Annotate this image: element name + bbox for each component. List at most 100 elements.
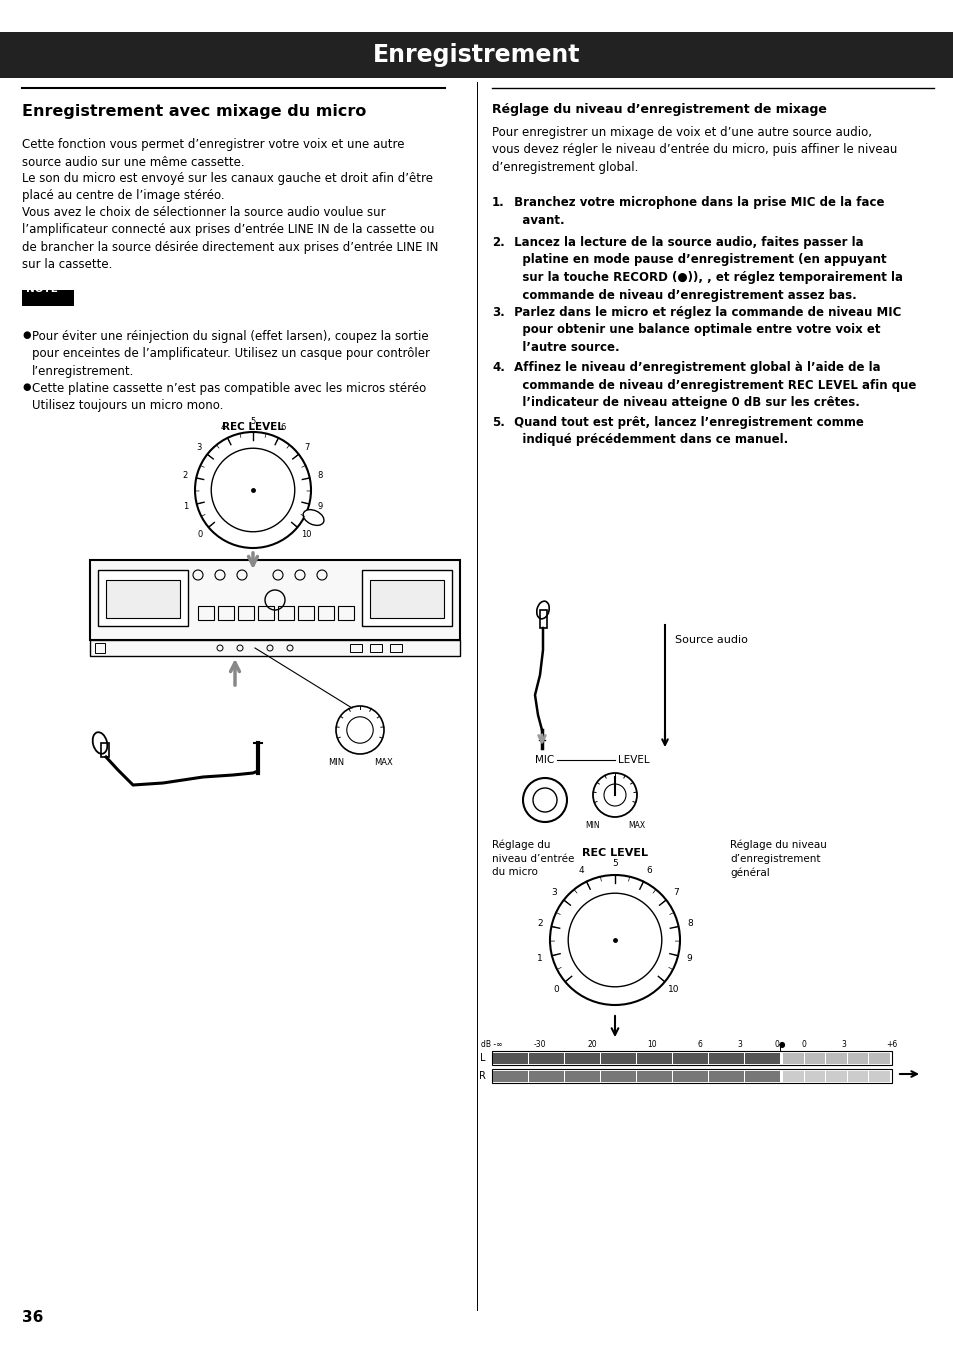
Text: NOTE: NOTE [26,284,58,294]
Text: 10: 10 [667,986,679,994]
Bar [782,1071,802,1081]
Bar [708,1053,743,1064]
Text: +6: +6 [885,1040,897,1049]
Text: 9: 9 [686,954,692,963]
Bar [782,1053,802,1064]
Text: -30: -30 [533,1040,546,1049]
Text: Lancez la lecture de la source audio, faites passer la
   platine en mode pause : Lancez la lecture de la source audio, fa… [510,236,902,301]
Bar [390,644,401,652]
Text: 36: 36 [22,1310,43,1324]
Bar [600,1071,636,1081]
Text: MIC: MIC [535,755,554,765]
Text: 6: 6 [280,424,286,432]
Text: 3: 3 [551,888,557,898]
Bar [493,1053,527,1064]
Bar [0,32,953,78]
Text: dB -∞: dB -∞ [480,1040,502,1049]
Text: 7: 7 [304,443,310,452]
Bar [847,1053,867,1064]
Text: 4: 4 [220,424,225,432]
Bar [95,643,105,653]
Text: ●: ● [22,382,30,391]
Text: 2: 2 [183,471,188,481]
Bar [370,644,381,652]
Bar [350,644,361,652]
Bar [803,1071,824,1081]
Text: 8: 8 [687,919,693,929]
Bar [847,1071,867,1081]
Text: Réglage du
niveau d’entrée
du micro: Réglage du niveau d’entrée du micro [492,840,574,878]
Bar [106,580,180,618]
Text: 4: 4 [578,867,583,875]
Bar [868,1053,889,1064]
Text: 7: 7 [672,888,678,898]
Text: REC LEVEL: REC LEVEL [581,848,647,859]
Bar [90,560,459,640]
Text: 20: 20 [587,1040,597,1049]
Text: 3: 3 [841,1040,845,1049]
Text: Affinez le niveau d’enregistrement global à l’aide de la
   commande de niveau d: Affinez le niveau d’enregistrement globa… [510,360,916,409]
Bar [492,1052,891,1065]
Bar [825,1053,846,1064]
Text: 6: 6 [697,1040,701,1049]
Text: 3: 3 [737,1040,741,1049]
Text: Branchez votre microphone dans la prise MIC de la face
   avant.: Branchez votre microphone dans la prise … [510,196,883,227]
Text: Enregistrement: Enregistrement [373,43,580,68]
Text: LEVEL: LEVEL [618,755,649,765]
Bar [868,1071,889,1081]
Bar [744,1071,780,1081]
Bar [539,610,546,628]
Bar [529,1071,563,1081]
Text: 9: 9 [317,502,322,512]
Text: Enregistrement avec mixage du micro: Enregistrement avec mixage du micro [22,104,366,119]
Bar [361,570,452,626]
Bar [98,570,188,626]
Bar [529,1053,563,1064]
Text: 5.: 5. [492,416,504,429]
Bar [825,1071,846,1081]
Text: 10: 10 [646,1040,656,1049]
Bar [237,606,253,620]
Bar [277,606,294,620]
Text: Le son du micro est envoyé sur les canaux gauche et droit afin d’être
placé au c: Le son du micro est envoyé sur les canau… [22,171,433,202]
Text: R: R [478,1071,485,1081]
Text: 1.: 1. [492,196,504,209]
Text: Réglage du niveau
d’enregistrement
général: Réglage du niveau d’enregistrement génér… [729,840,826,878]
Bar [564,1053,599,1064]
Text: MIN: MIN [328,757,344,767]
Text: 1: 1 [183,502,189,512]
Bar [492,1069,891,1083]
Bar [337,606,354,620]
Bar [198,606,213,620]
Bar [90,640,459,656]
Text: Réglage du niveau d’enregistrement de mixage: Réglage du niveau d’enregistrement de mi… [492,103,826,116]
Text: 0●: 0● [774,1040,785,1049]
Text: 3.: 3. [492,306,504,319]
Text: Source audio: Source audio [675,634,747,645]
Text: ●: ● [22,329,30,340]
Text: 0: 0 [197,529,203,539]
Text: Pour enregistrer un mixage de voix et d’une autre source audio,
vous devez régle: Pour enregistrer un mixage de voix et d’… [492,126,897,174]
Bar [297,606,314,620]
Text: 10: 10 [300,529,311,539]
Text: 8: 8 [317,471,323,481]
Bar [672,1071,707,1081]
Bar [218,606,233,620]
Text: 2.: 2. [492,236,504,248]
Text: 5: 5 [612,859,618,868]
Bar [370,580,443,618]
Text: MAX: MAX [628,821,645,830]
Text: Cette platine cassette n’est pas compatible avec les micros stéréo
Utilisez touj: Cette platine cassette n’est pas compati… [32,382,426,413]
Text: Cette fonction vous permet d’enregistrer votre voix et une autre
source audio su: Cette fonction vous permet d’enregistrer… [22,138,404,169]
Bar [708,1071,743,1081]
Text: 4.: 4. [492,360,504,374]
Text: MAX: MAX [375,757,393,767]
Bar [803,1053,824,1064]
Bar [257,606,274,620]
Text: REC LEVEL: REC LEVEL [222,423,284,432]
Text: Quand tout est prêt, lancez l’enregistrement comme
   indiqué précédemment dans : Quand tout est prêt, lancez l’enregistre… [510,416,863,447]
Bar [101,743,109,757]
Text: 1: 1 [537,954,542,963]
Bar [672,1053,707,1064]
Text: Parlez dans le micro et réglez la commande de niveau MIC
   pour obtenir une bal: Parlez dans le micro et réglez la comman… [510,306,901,354]
